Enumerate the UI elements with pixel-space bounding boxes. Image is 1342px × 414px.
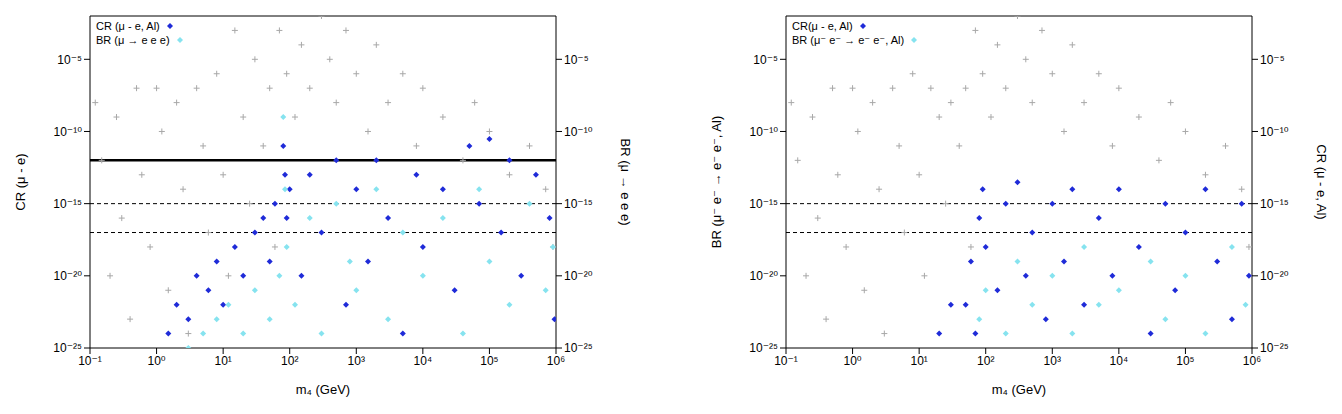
svg-text:m₄ (GeV): m₄ (GeV) — [296, 382, 350, 397]
svg-text:10⁻⁵: 10⁻⁵ — [1260, 53, 1285, 67]
svg-text:10⁻¹⁵: 10⁻¹⁵ — [749, 197, 778, 211]
svg-text:10⁻¹⁰: 10⁻¹⁰ — [750, 125, 779, 139]
svg-text:10⁻²⁰: 10⁻²⁰ — [564, 269, 593, 283]
svg-text:10¹: 10¹ — [910, 354, 927, 368]
svg-text:10³: 10³ — [1044, 354, 1061, 368]
svg-text:10⁴: 10⁴ — [414, 354, 433, 368]
svg-text:10⁻¹⁰: 10⁻¹⁰ — [54, 125, 83, 139]
svg-text:10⁻²⁰: 10⁻²⁰ — [1260, 269, 1289, 283]
svg-text:10⁻¹: 10⁻¹ — [774, 354, 798, 368]
svg-text:10⁻¹⁰: 10⁻¹⁰ — [564, 125, 593, 139]
svg-text:10⁻¹⁵: 10⁻¹⁵ — [1260, 197, 1289, 211]
svg-text:10⁵: 10⁵ — [480, 354, 498, 368]
svg-text:10⁻²⁰: 10⁻²⁰ — [54, 269, 83, 283]
svg-text:10⁻⁵: 10⁻⁵ — [753, 53, 778, 67]
svg-text:10⁻⁵: 10⁻⁵ — [57, 53, 82, 67]
html-text:BR (μ → e e e): BR (μ → e e e) — [96, 34, 170, 46]
html-text:CR(μ - e, Al): CR(μ - e, Al) — [792, 20, 853, 32]
svg-text:10⁶: 10⁶ — [1243, 354, 1261, 368]
svg-text:10⁻¹⁰: 10⁻¹⁰ — [1260, 125, 1289, 139]
svg-text:10⁻¹⁵: 10⁻¹⁵ — [53, 197, 82, 211]
svg-text:10⁻⁵: 10⁻⁵ — [564, 53, 589, 67]
svg-text:10⁻²⁰: 10⁻²⁰ — [750, 269, 779, 283]
svg-text:10⁴: 10⁴ — [1110, 354, 1129, 368]
svg-text:10⁰: 10⁰ — [147, 354, 165, 368]
svg-text:10⁻²⁵: 10⁻²⁵ — [53, 341, 82, 355]
svg-text:10⁰: 10⁰ — [843, 354, 861, 368]
svg-text:CR (μ - e, Al): CR (μ - e, Al) — [1314, 144, 1329, 219]
svg-text:10³: 10³ — [348, 354, 365, 368]
svg-text:10⁵: 10⁵ — [1176, 354, 1194, 368]
svg-text:10²: 10² — [281, 354, 298, 368]
svg-text:BR (μ⁻ e⁻ → e⁻ e⁻, Al): BR (μ⁻ e⁻ → e⁻ e⁻, Al) — [709, 116, 724, 248]
svg-text:10⁻²⁵: 10⁻²⁵ — [749, 341, 778, 355]
svg-text:BR (μ → e e e): BR (μ → e e e) — [618, 139, 633, 226]
svg-text:10²: 10² — [977, 354, 994, 368]
svg-text:10⁻²⁵: 10⁻²⁵ — [1260, 341, 1289, 355]
svg-text:10⁻²⁵: 10⁻²⁵ — [564, 341, 593, 355]
svg-text:m₄ (GeV): m₄ (GeV) — [992, 382, 1046, 397]
svg-text:10⁶: 10⁶ — [547, 354, 565, 368]
svg-text:CR (μ - e): CR (μ - e) — [13, 153, 28, 210]
svg-text:10⁻¹⁵: 10⁻¹⁵ — [564, 197, 593, 211]
html-text:CR (μ - e, Al): CR (μ - e, Al) — [96, 20, 160, 32]
svg-text:10¹: 10¹ — [214, 354, 231, 368]
html-text:BR (μ⁻ e⁻ → e⁻ e⁻, Al): BR (μ⁻ e⁻ → e⁻ e⁻, Al) — [792, 34, 905, 46]
svg-text:10⁻¹: 10⁻¹ — [78, 354, 102, 368]
